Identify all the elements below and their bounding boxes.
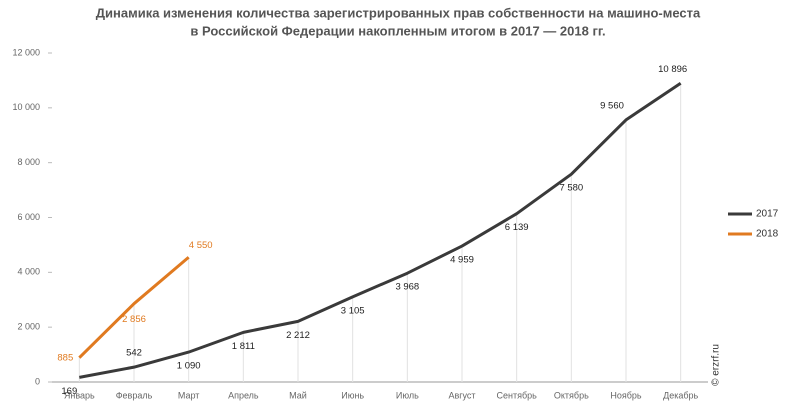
x-tick-label: Август bbox=[448, 390, 475, 400]
data-label: 10 896 bbox=[658, 64, 687, 75]
x-tick-label: Май bbox=[289, 390, 307, 400]
y-tick-label: 8 000 bbox=[17, 157, 40, 167]
data-label: 4 550 bbox=[189, 240, 213, 251]
data-label: 3 968 bbox=[395, 282, 419, 293]
legend-label: 2017 bbox=[756, 209, 779, 220]
watermark: © erzrf.ru bbox=[711, 344, 722, 386]
x-tick-label: Сентябрь bbox=[497, 390, 538, 400]
x-tick-label: Март bbox=[178, 390, 200, 400]
x-tick-label: Июль bbox=[396, 390, 419, 400]
y-tick-label: 10 000 bbox=[12, 102, 40, 112]
y-tick-label: 2 000 bbox=[17, 322, 40, 332]
y-tick-label: 12 000 bbox=[12, 47, 40, 57]
x-tick-label: Декабрь bbox=[663, 390, 698, 400]
x-tick-label: Февраль bbox=[116, 390, 153, 400]
data-label: 7 580 bbox=[559, 183, 583, 194]
data-label: 9 560 bbox=[600, 100, 624, 111]
x-tick-label: Июнь bbox=[341, 390, 364, 400]
x-tick-label: Январь bbox=[64, 390, 95, 400]
data-label: 2 212 bbox=[286, 330, 310, 341]
data-label: 4 959 bbox=[450, 255, 474, 266]
data-label: 2 856 bbox=[122, 314, 146, 325]
data-label: 169 bbox=[61, 386, 77, 397]
y-tick-label: 0 bbox=[35, 376, 40, 386]
data-label: 885 bbox=[57, 352, 73, 363]
data-label: 1 090 bbox=[177, 361, 201, 372]
x-tick-label: Ноябрь bbox=[610, 390, 642, 400]
data-label: 1 811 bbox=[232, 341, 255, 352]
x-tick-label: Октябрь bbox=[554, 390, 589, 400]
chart-title: в Российской Федерации накопленным итого… bbox=[190, 23, 605, 38]
data-label: 3 105 bbox=[341, 305, 365, 316]
series-line bbox=[78, 256, 190, 359]
data-label: 542 bbox=[126, 348, 142, 359]
y-tick-label: 4 000 bbox=[17, 267, 40, 277]
x-tick-label: Апрель bbox=[228, 390, 259, 400]
series-line bbox=[79, 82, 682, 379]
chart-title: Динамика изменения количества зарегистри… bbox=[96, 5, 701, 20]
y-tick-label: 6 000 bbox=[17, 212, 40, 222]
legend-label: 2018 bbox=[756, 229, 779, 240]
data-label: 6 139 bbox=[505, 222, 529, 233]
